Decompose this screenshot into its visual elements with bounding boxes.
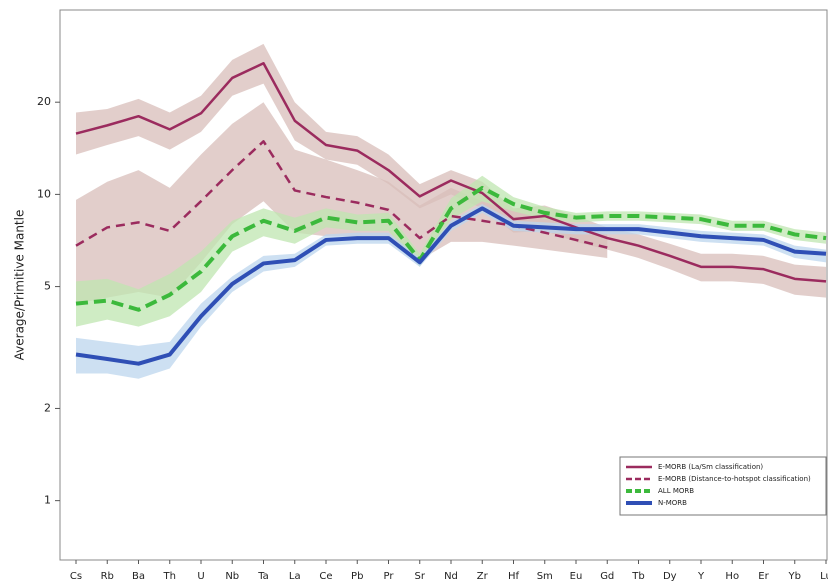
x-tick-label: Zr [477, 571, 489, 582]
x-tick-label: Nd [444, 571, 458, 582]
x-tick-label: Pr [384, 571, 395, 582]
x-tick-label: Cs [70, 571, 82, 582]
legend-label: E-MORB (Distance-to-hotspot classificati… [658, 475, 811, 483]
x-tick-label: Th [163, 571, 176, 582]
x-tick-label: Hf [508, 571, 520, 582]
y-tick-label: 5 [44, 280, 51, 293]
y-axis-label: Average/Primitive Mantle [13, 210, 27, 361]
y-tick-label: 2 [44, 401, 51, 414]
x-tick-label: Ce [319, 571, 332, 582]
x-tick-label: Nb [225, 571, 239, 582]
series-line [75, 62, 827, 283]
y-tick-label: 10 [37, 187, 51, 200]
x-tick-label: Pb [351, 571, 363, 582]
y-tick-label: 20 [37, 95, 51, 108]
x-tick-label: Sm [537, 571, 553, 582]
x-tick-label: Ho [725, 571, 739, 582]
x-tick-label: Yb [788, 571, 801, 582]
x-tick-label: Lu [820, 571, 828, 582]
x-tick-label: Ta [257, 571, 269, 582]
band [76, 175, 826, 327]
band [76, 43, 826, 298]
x-tick-label: Rb [101, 571, 114, 582]
x-tick-label: Ba [132, 571, 145, 582]
legend: E-MORB (La/Sm classification) E-MORB (Dis… [619, 456, 827, 516]
y-tick-label: 1 [44, 494, 51, 507]
lines [75, 62, 827, 366]
x-tick-label: Sr [415, 571, 426, 582]
x-tick-label: Dy [663, 571, 677, 582]
x-tick-label: Y [697, 571, 705, 582]
x-tick-label: U [197, 571, 204, 582]
x-tick-label: Eu [570, 571, 583, 582]
legend-label: N-MORB [658, 499, 687, 507]
series-line [75, 206, 827, 366]
x-tick-label: Er [758, 571, 769, 582]
x-tick-label: La [289, 571, 301, 582]
band [76, 102, 608, 304]
legend-label: E-MORB (La/Sm classification) [658, 463, 763, 471]
x-tick-label: Tb [631, 571, 644, 582]
legend-box [619, 456, 827, 516]
legend-label: ALL MORB [658, 487, 694, 495]
series-line [75, 185, 827, 312]
x-tick-label: Gd [600, 571, 614, 582]
